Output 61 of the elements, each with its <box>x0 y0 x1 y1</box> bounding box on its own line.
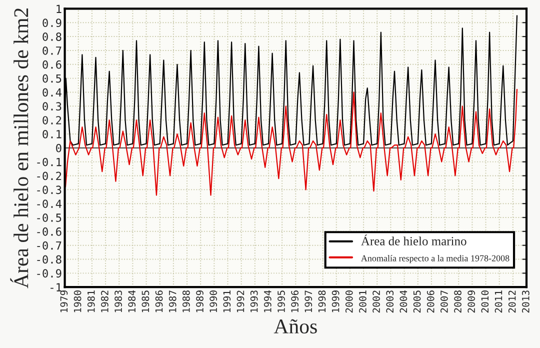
y-tick-label: -0.4 <box>37 200 62 208</box>
x-tick-label: 2000 <box>345 290 353 313</box>
x-tick-label: 1983 <box>114 290 122 312</box>
x-tick-label: 1988 <box>182 290 190 312</box>
x-tick-label: 1980 <box>74 290 82 312</box>
x-tick-label: 2003 <box>386 290 394 313</box>
x-tick-label: 1995 <box>278 290 285 312</box>
x-tick-label: 1984 <box>128 290 136 312</box>
y-tick-label: 0.4 <box>42 88 62 97</box>
x-tick-label: 1989 <box>196 290 204 312</box>
x-tick-label: 1994 <box>264 290 272 312</box>
y-tick-label: 0.9 <box>42 18 62 28</box>
x-tick-label: 2002 <box>372 290 380 313</box>
y-tick-label: 0.2 <box>42 116 62 124</box>
legend-label: Anomalía respecto a la media 1978-2008 <box>361 254 510 264</box>
x-tick-label: 1991 <box>223 290 231 312</box>
y-tick-label: -0.1 <box>37 158 62 166</box>
x-tick-label: 1985 <box>142 290 150 312</box>
x-tick-label: 1992 <box>236 290 244 312</box>
y-tick-label: -0.2 <box>37 172 62 180</box>
x-tick-label: 1986 <box>155 290 163 312</box>
x-tick-label: 1999 <box>332 290 340 312</box>
x-tick-label: 2008 <box>454 290 462 313</box>
x-tick-label: 2013 <box>522 290 530 313</box>
y-tick-label: -0.7 <box>37 241 62 250</box>
x-tick-label: 1979 <box>60 290 68 312</box>
y-tick-label: -0.3 <box>37 186 62 194</box>
x-tick-label: 2011 <box>494 290 502 313</box>
x-tick-label: 2005 <box>413 290 421 313</box>
line-series <box>64 88 518 196</box>
y-tick-label: 0 <box>56 144 62 152</box>
y-axis-title: Área de hielo en millones de km2 <box>10 8 28 288</box>
y-tick-label: -0.5 <box>37 214 62 222</box>
y-tick-label: -0.6 <box>37 227 62 236</box>
y-tick-label: 0.1 <box>42 130 62 138</box>
x-tick-label: 1993 <box>250 290 258 312</box>
x-tick-label: 2007 <box>440 290 448 313</box>
legend-label: Área de hielo marino <box>361 234 466 246</box>
y-tick-label: 1 <box>56 4 62 13</box>
y-tick-label: 0.6 <box>42 60 62 69</box>
x-tick-label: 2012 <box>508 290 516 313</box>
x-tick-label: 1998 <box>318 290 326 312</box>
x-tick-label: 2006 <box>426 290 434 313</box>
y-tick-label: 0.7 <box>42 46 62 55</box>
y-tick-label: 0.5 <box>42 74 62 83</box>
x-tick-label: 1996 <box>291 290 298 312</box>
x-tick-label: 1997 <box>304 290 312 312</box>
x-tick-label: 2010 <box>481 290 489 313</box>
x-tick-label: 2004 <box>400 290 408 313</box>
x-tick-label: 1987 <box>168 290 176 312</box>
x-tick-label: 1981 <box>87 290 95 312</box>
y-tick-label: -0.9 <box>37 269 62 278</box>
x-axis-title: Años <box>274 319 317 334</box>
x-tick-label: 1982 <box>101 290 108 312</box>
y-tick-label: 0.8 <box>42 32 62 41</box>
y-tick-label: -1 <box>50 283 62 292</box>
y-tick-label: 0.3 <box>42 102 62 111</box>
x-tick-label: 2001 <box>359 290 366 313</box>
x-tick-label: 2009 <box>468 290 476 313</box>
x-tick-label: 1990 <box>210 290 218 312</box>
y-tick-label: -0.8 <box>37 255 62 264</box>
